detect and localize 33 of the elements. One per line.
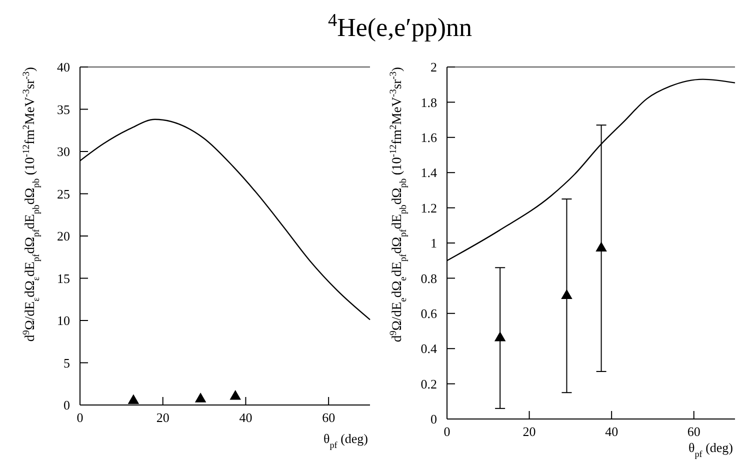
- y-tick-label: 1: [430, 236, 437, 251]
- y-tick-label: 1.6: [420, 130, 438, 145]
- y-tick-label: 25: [57, 186, 70, 202]
- x-tick-label: 60: [322, 410, 336, 425]
- x-tick-label: 20: [156, 410, 170, 425]
- y-tick-label: 1.2: [420, 200, 437, 216]
- x-tick-label: 0: [76, 410, 84, 425]
- chart-title: $^{4}$He(e,e′pp)nn: [328, 10, 472, 42]
- y-tick-label: 10: [57, 313, 70, 328]
- x-tick-label: 0: [444, 424, 450, 439]
- y-tick-label: 40: [57, 60, 70, 75]
- y-tick-label: 0.8: [420, 270, 437, 286]
- x-tick-label: 40: [605, 424, 618, 439]
- y-tick-label: 0.4: [420, 341, 438, 356]
- point: [561, 289, 572, 300]
- y-tick-label: 15: [57, 270, 70, 286]
- x-tick-label: 40: [239, 410, 252, 425]
- y-tick-label: 35: [57, 102, 70, 117]
- x-axis-title: θ$_{pf}$ (deg): [324, 431, 368, 450]
- y-tick-label: 1.4: [420, 165, 438, 180]
- x-axis-title: θ$_{pf}$ (deg): [688, 440, 733, 459]
- y-tick-label: 0.6: [420, 306, 438, 321]
- y-tick-label: 30: [57, 144, 70, 160]
- point: [596, 242, 607, 252]
- y-tick-label: 2: [430, 60, 437, 75]
- x-tick-label: 60: [687, 424, 700, 439]
- y-tick-label: 0.2: [420, 376, 437, 392]
- y-tick-label: 0: [64, 398, 70, 413]
- y-tick-label: 5: [64, 355, 70, 370]
- point: [494, 332, 506, 342]
- x-tick-label: 20: [522, 424, 536, 439]
- y-tick-label: 20: [57, 228, 70, 244]
- y-tick-label: 1.8: [420, 94, 437, 110]
